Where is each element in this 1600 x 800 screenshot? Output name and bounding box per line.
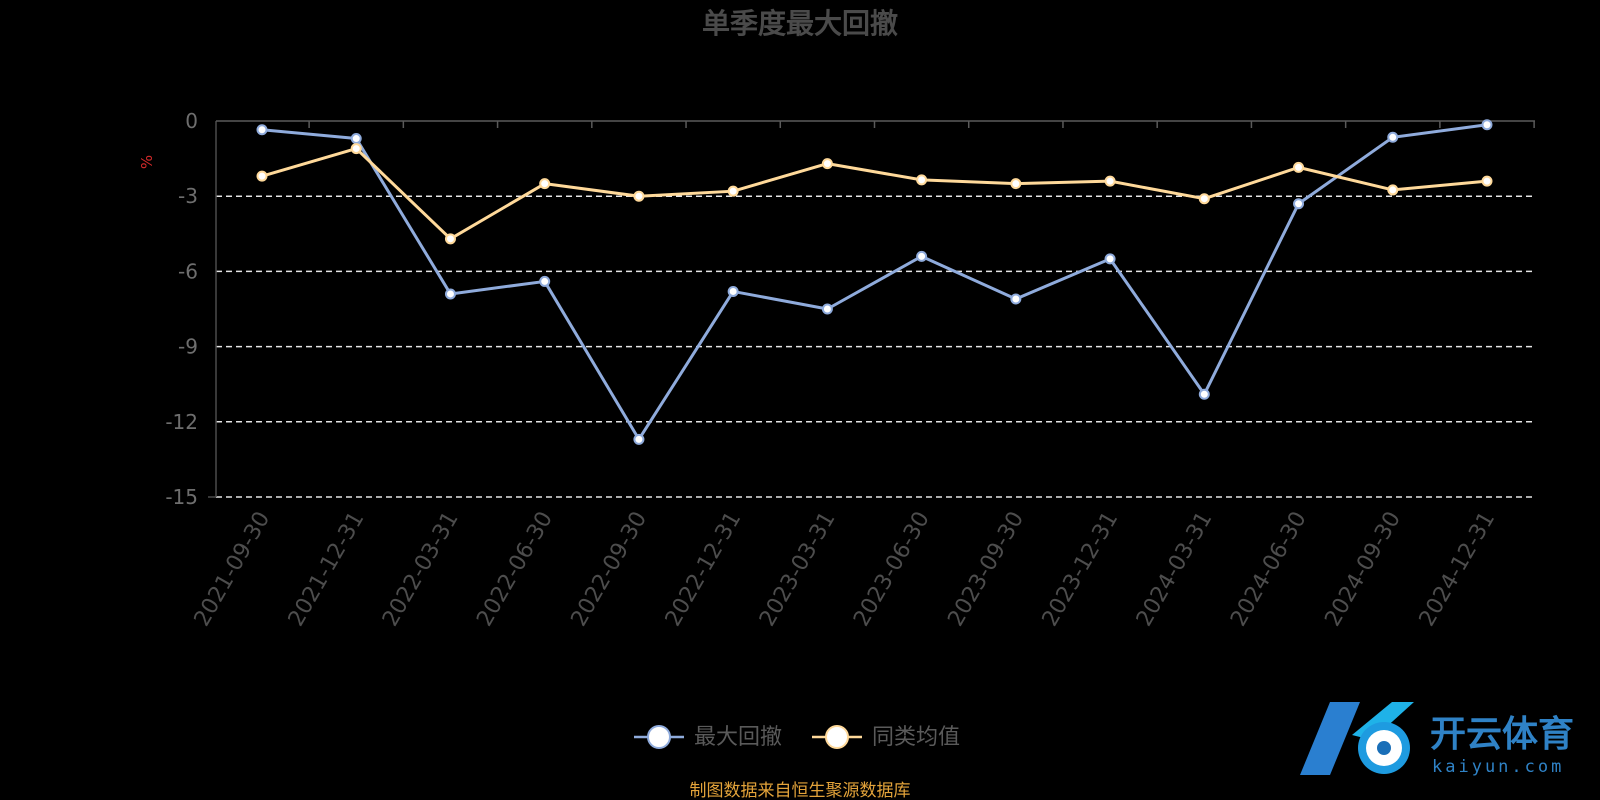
axes [208,120,1535,498]
y-tick-label-1: -3 [178,184,198,208]
series-1-point-2 [444,233,456,245]
x-tick-label-7: 2023-06-30 [849,508,935,631]
series-1-point-5 [727,185,739,197]
series-0-point-9 [1104,253,1116,265]
series-layer [256,119,1493,445]
x-tick-label-2: 2022-03-31 [378,508,464,631]
series-0-line [261,123,1488,441]
y-tick-label-5: -15 [165,485,198,509]
series-0-point-11 [1293,198,1305,210]
series-1-point-1 [350,143,362,155]
series-1-point-0 [256,170,268,182]
series-0-point-13 [1481,119,1493,131]
x-tick-label-11: 2024-06-30 [1226,508,1312,631]
legend-label-series-0: 最大回撤 [694,725,782,750]
x-tick-label-4: 2022-09-30 [567,508,653,631]
legend-item-series-1[interactable]: 同类均值 [812,725,960,750]
series-0-point-3 [539,275,551,287]
y-axis-label: % [138,155,156,169]
series-0-point-6 [821,303,833,315]
logo-chinese-text: 开云体育 [1430,714,1574,755]
legend-marker-series-0 [647,725,671,749]
series-0-point-1 [350,133,362,145]
series-1-point-3 [539,178,551,190]
x-tick-label-12: 2024-09-30 [1320,508,1406,631]
series-1-point-4 [633,190,645,202]
x-axis-ticks: 2021-09-30 2021-12-31 2022-03-31 2022-06-30… [190,508,1501,631]
legend-item-series-0[interactable]: 最大回撤 [634,725,782,750]
series-0-point-2 [444,288,456,300]
legend-label-series-1: 同类均值 [872,725,960,750]
series-1-line [261,147,1488,241]
series-0-point-0 [256,124,268,136]
series-0-point-8 [1010,293,1022,305]
series-1-point-6 [821,158,833,170]
series-0-point-10 [1198,388,1210,400]
series-0 [256,119,1493,445]
series-1-point-8 [1010,178,1022,190]
series-1-point-10 [1198,193,1210,205]
legend[interactable]: 最大回撤 同类均值 [634,725,960,750]
series-1-point-13 [1481,175,1493,187]
x-tick-label-10: 2024-03-31 [1132,508,1218,631]
chart-title: 单季度最大回撤 [702,7,898,40]
logo-emblem-icon [1300,702,1414,775]
y-tick-label-4: -12 [165,410,198,434]
series-1-point-11 [1293,161,1305,173]
x-tick-label-13: 2024-12-31 [1415,508,1501,631]
series-0-point-7 [916,250,928,262]
y-axis-ticks: 0 -3 -6 -9 -12 -15 [165,109,198,509]
x-tick-label-9: 2023-12-31 [1038,508,1124,631]
x-tick-label-0: 2021-09-30 [190,508,276,631]
logo-english-text: kaiyun.com [1432,757,1564,777]
gridlines [216,195,1535,498]
legend-marker-series-1 [825,725,849,749]
x-tick-label-1: 2021-12-31 [284,508,370,631]
x-tick-label-8: 2023-09-30 [943,508,1029,631]
y-tick-label-2: -6 [178,259,198,283]
series-0-point-5 [727,285,739,297]
y-tick-label-0: 0 [185,109,198,133]
series-0-point-4 [633,433,645,445]
x-tick-label-5: 2022-12-31 [661,508,747,631]
data-source-note: 制图数据来自恒生聚源数据库 [690,781,911,800]
x-tick-label-3: 2022-06-30 [472,508,558,631]
y-tick-label-3: -9 [178,335,198,359]
series-1 [256,143,1493,245]
series-0-point-12 [1387,131,1399,143]
series-1-point-7 [916,174,928,186]
series-1-point-12 [1387,184,1399,196]
series-1-point-9 [1104,175,1116,187]
x-tick-label-6: 2023-03-31 [755,508,841,631]
watermark-logo: 开云体育 kaiyun.com [1300,702,1574,777]
